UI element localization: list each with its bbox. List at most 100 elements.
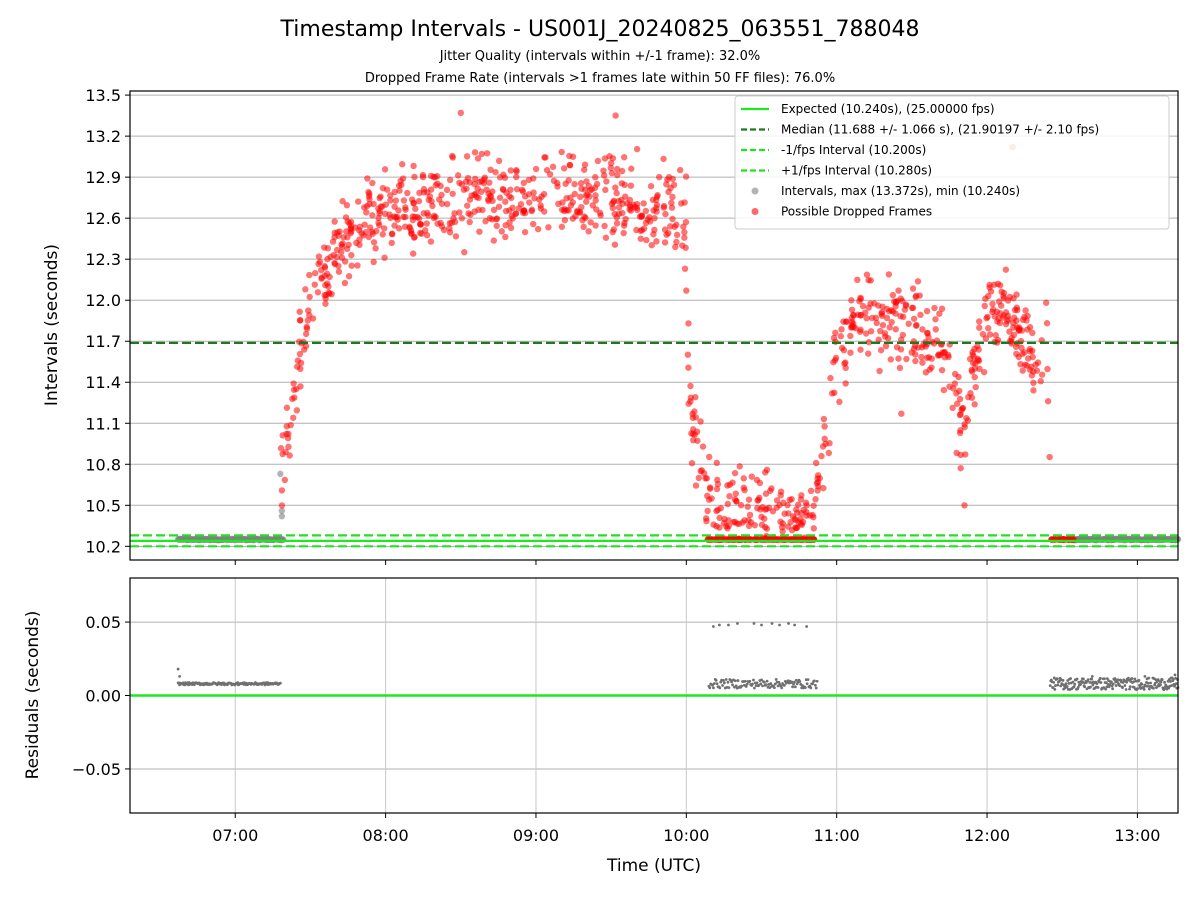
residual-point (1071, 680, 1075, 684)
dropped-frame-point (723, 523, 730, 530)
dropped-frame-point (663, 231, 670, 238)
dropped-frame-point (509, 215, 517, 222)
dropped-frame-point (379, 203, 386, 210)
dropped-frame-point (355, 198, 362, 205)
dropped-frame-point (341, 258, 349, 265)
residual-point (1072, 685, 1076, 689)
dropped-frame-point (925, 354, 933, 361)
dropped-frame-point (377, 193, 384, 200)
dropped-frame-point (992, 332, 999, 339)
dropped-frame-point (302, 342, 310, 350)
dropped-frame-point (569, 199, 577, 206)
dropped-frame-point (680, 223, 687, 230)
dropped-frame-point (1029, 329, 1036, 337)
dropped-frame-point (842, 380, 849, 387)
dropped-frame-point (705, 496, 713, 503)
residual-point (1118, 684, 1122, 688)
chart-subtitle-dropped: Dropped Frame Rate (intervals >1 frames … (365, 71, 835, 86)
residual-point (1136, 687, 1140, 691)
dropped-frame-point (820, 484, 827, 492)
dropped-frame-point (713, 507, 720, 515)
dropped-frame-point (366, 196, 373, 203)
dropped-frame-point (959, 405, 966, 412)
dropped-frame-point (467, 211, 474, 218)
dropped-frame-point (936, 310, 943, 317)
dropped-frame-point (608, 169, 616, 177)
dropped-frame-point (381, 166, 389, 173)
residual-point (793, 685, 797, 689)
dropped-frame-point (793, 524, 801, 531)
dropped-frame-point (302, 286, 309, 293)
residual-point (1121, 681, 1125, 684)
dropped-frame-point (311, 281, 318, 288)
dropped-frame-point (865, 304, 872, 311)
dropped-frame-point (502, 198, 509, 205)
dropped-frame-point (306, 271, 313, 279)
residual-point (1096, 686, 1100, 689)
dropped-frame-point (395, 225, 403, 232)
dropped-frame-point (836, 398, 843, 406)
residual-point (718, 623, 721, 627)
top-y-tick-label: 10.2 (85, 537, 121, 556)
dropped-frame-point (487, 166, 494, 173)
dropped-frame-point (633, 145, 641, 153)
residual-point (814, 686, 818, 690)
dropped-frame-point (446, 220, 453, 227)
residual-point (1077, 680, 1081, 684)
dropped-frame-point (730, 519, 737, 526)
dropped-frame-point (478, 150, 486, 158)
dropped-frame-point (694, 437, 701, 444)
dropped-frame-point (648, 241, 655, 249)
residual-point (769, 682, 773, 685)
dropped-frame-point (339, 198, 346, 205)
dropped-frame-point (369, 179, 376, 187)
dropped-frame-point (437, 219, 444, 227)
dropped-frame-point (751, 521, 759, 529)
dropped-frame-point (589, 202, 596, 209)
residual-point (727, 623, 730, 627)
dropped-frame-point (1022, 307, 1029, 314)
dropped-frame-point (909, 285, 917, 292)
dropped-frame-point (495, 203, 503, 210)
dropped-frame-point (327, 253, 334, 261)
dropped-frame-point (687, 398, 694, 405)
residual-point (727, 686, 731, 690)
dropped-frame-point (713, 485, 721, 493)
dropped-frame-point (910, 315, 918, 322)
dropped-frame-point (476, 178, 483, 186)
residual-point (1064, 682, 1068, 686)
dropped-frame-point (483, 186, 490, 193)
dropped-frame-point (334, 229, 341, 236)
dropped-frame-point (519, 188, 527, 195)
x-axis-label: Time (UTC) (606, 856, 701, 876)
dropped-frame-point (990, 281, 998, 288)
residual-point (1121, 686, 1124, 690)
residual-point (1095, 682, 1099, 686)
dropped-frame-point (380, 225, 388, 232)
dropped-frame-point (980, 368, 988, 376)
dropped-frame-point (788, 526, 796, 534)
dropped-frame-point (449, 190, 456, 197)
dropped-frame-point (322, 300, 329, 307)
residual-point (760, 623, 763, 627)
residual-point (1147, 676, 1151, 680)
dropped-frame-point (290, 414, 297, 421)
dropped-frame-point (837, 333, 845, 340)
residual-point (1099, 681, 1103, 684)
dropped-frame-point (888, 307, 895, 314)
residual-point (790, 680, 794, 684)
dropped-frame-point (683, 287, 690, 294)
dropped-frame-point (611, 210, 618, 218)
residual-point (813, 683, 817, 687)
dropped-frame-point (341, 279, 349, 287)
residual-point (791, 685, 794, 689)
dropped-frame-point (784, 501, 791, 509)
dropped-frame-point (628, 165, 635, 172)
dropped-frame-point (847, 332, 854, 340)
dropped-frame-point (741, 517, 748, 524)
dropped-frame-point (862, 309, 869, 316)
residual-point (798, 680, 802, 683)
residual-point (1055, 677, 1059, 681)
dropped-frame-point (677, 166, 684, 174)
residual-point (1133, 677, 1137, 681)
